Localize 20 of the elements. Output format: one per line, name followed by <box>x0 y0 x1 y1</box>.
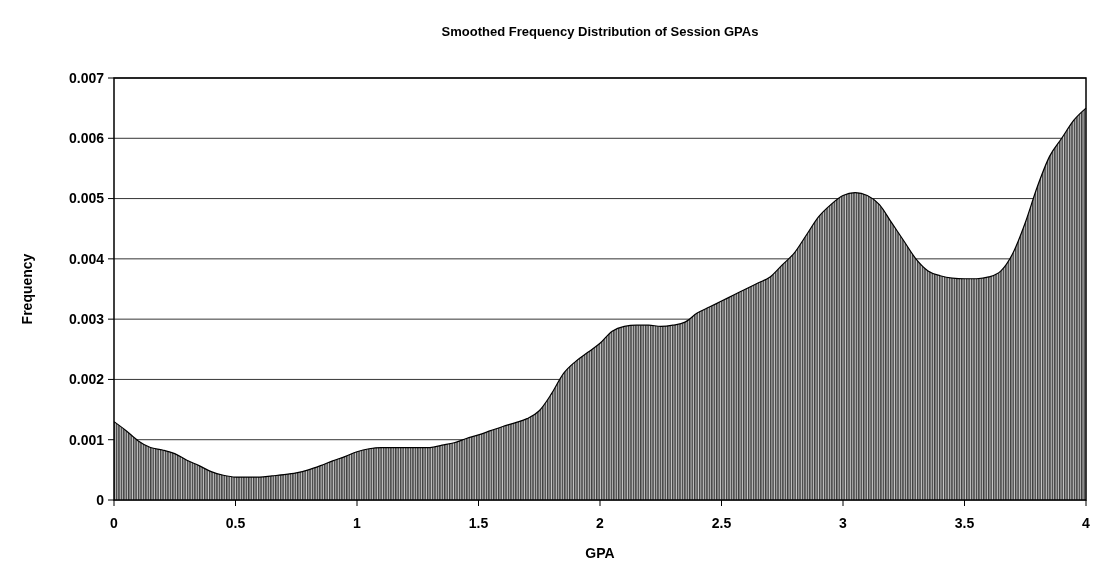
y-tick-label: 0 <box>96 491 105 508</box>
y-tick-label: 0.006 <box>68 130 105 147</box>
y-tick-label: 0.002 <box>68 371 105 388</box>
y-axis-title: Frequency <box>19 253 35 325</box>
y-tick-label: 0.005 <box>68 190 105 207</box>
x-tick-label: 3.5 <box>954 515 975 531</box>
x-tick-label: 1.5 <box>468 515 489 531</box>
x-tick-label: 0.5 <box>225 515 246 531</box>
y-tick-label: 0.004 <box>68 250 105 267</box>
y-tick-label: 0.003 <box>68 311 105 328</box>
x-tick-label: 2.5 <box>711 515 732 531</box>
x-tick-label: 4 <box>1082 515 1091 531</box>
y-tick-label: 0.007 <box>68 69 105 86</box>
x-tick-label: 2 <box>596 515 605 531</box>
chart-title: Smoothed Frequency Distribution of Session GPAs <box>441 24 759 39</box>
x-tick-label: 3 <box>839 515 848 531</box>
x-axis-title: GPA <box>585 545 615 561</box>
x-tick-label: 1 <box>353 515 362 531</box>
y-tick-label: 0.001 <box>68 431 105 448</box>
x-tick-label: 0 <box>110 515 119 531</box>
